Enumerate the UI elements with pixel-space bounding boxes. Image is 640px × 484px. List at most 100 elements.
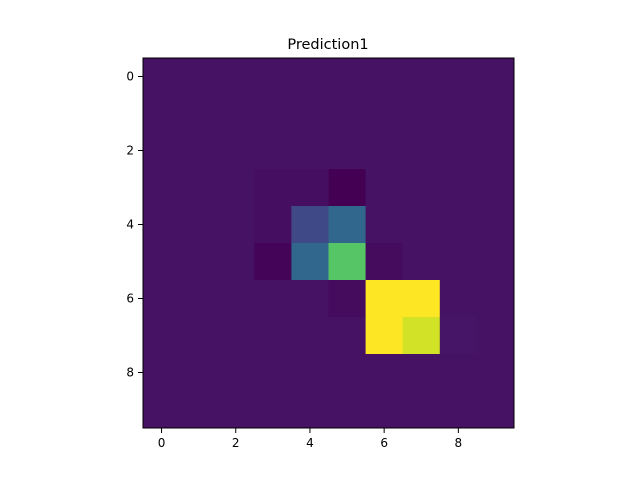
heatmap-cell (143, 280, 181, 318)
heatmap-cell (254, 243, 292, 281)
heatmap-cell (143, 354, 181, 392)
heatmap-cell (476, 354, 515, 392)
heatmap-cell (217, 243, 255, 281)
heatmap-cell (143, 243, 181, 281)
heatmap-cell (180, 280, 218, 318)
heatmap-cell (476, 391, 515, 429)
heatmap-cell (402, 354, 441, 392)
heatmap-cell (365, 206, 404, 244)
heatmap-cell (217, 206, 255, 244)
heatmap-cell (402, 206, 441, 244)
heatmap-cell (365, 132, 404, 170)
heatmap-cell (365, 280, 404, 318)
heatmap-cell (439, 317, 478, 355)
heatmap-cell (254, 280, 292, 318)
heatmap-cells (143, 58, 515, 429)
heatmap-cell (291, 317, 329, 355)
heatmap-cell (365, 58, 404, 96)
heatmap-cell (291, 354, 329, 392)
heatmap-cell (365, 317, 404, 355)
heatmap-cell (328, 280, 366, 318)
heatmap-cell (476, 206, 515, 244)
heatmap-cell (402, 95, 441, 133)
heatmap-cell (143, 95, 181, 133)
heatmap-cell (254, 391, 292, 429)
heatmap-cell (365, 243, 404, 281)
heatmap-cell (291, 95, 329, 133)
heatmap-cell (476, 317, 515, 355)
heatmap-cell (439, 95, 478, 133)
heatmap-cell (402, 169, 441, 207)
heatmap-cell (439, 58, 478, 96)
heatmap-cell (143, 132, 181, 170)
heatmap-cell (291, 206, 329, 244)
heatmap-cell (439, 391, 478, 429)
heatmap-cell (476, 280, 515, 318)
y-tick-label: 2 (126, 144, 134, 158)
heatmap-cell (328, 317, 366, 355)
heatmap-cell (254, 58, 292, 96)
heatmap-cell (476, 58, 515, 96)
heatmap-cell (328, 58, 366, 96)
y-tick-label: 0 (126, 70, 134, 84)
heatmap-cell (291, 280, 329, 318)
heatmap-cell (180, 391, 218, 429)
heatmap-cell (180, 317, 218, 355)
heatmap-cell (476, 95, 515, 133)
heatmap-cell (402, 58, 441, 96)
heatmap-cell (291, 132, 329, 170)
heatmap-cell (328, 391, 366, 429)
heatmap-cell (180, 169, 218, 207)
heatmap-cell (143, 317, 181, 355)
heatmap-cell (365, 391, 404, 429)
heatmap-cell (439, 280, 478, 318)
heatmap-cell (328, 169, 366, 207)
heatmap-cell (217, 95, 255, 133)
heatmap-cell (291, 243, 329, 281)
heatmap-cell (254, 169, 292, 207)
heatmap-cell (180, 206, 218, 244)
heatmap-cell (254, 317, 292, 355)
heatmap-cell (180, 58, 218, 96)
heatmap-cell (180, 132, 218, 170)
heatmap-cell (217, 169, 255, 207)
heatmap-cell (328, 132, 366, 170)
heatmap-cell (328, 243, 366, 281)
x-tick-label: 8 (455, 436, 463, 450)
x-axis: 0 2 4 6 8 (158, 428, 462, 450)
y-axis: 0 2 4 6 8 (126, 70, 143, 380)
heatmap-cell (143, 206, 181, 244)
heatmap-cell (217, 132, 255, 170)
heatmap-cell (291, 169, 329, 207)
heatmap-cell (402, 317, 441, 355)
heatmap-cell (217, 317, 255, 355)
heatmap-cell (180, 95, 218, 133)
heatmap-cell (476, 169, 515, 207)
x-tick-label: 0 (158, 436, 166, 450)
heatmap-cell (402, 132, 441, 170)
heatmap-cell (217, 280, 255, 318)
heatmap-cell (143, 391, 181, 429)
heatmap-cell (328, 354, 366, 392)
heatmap-cell (217, 354, 255, 392)
heatmap-cell (291, 391, 329, 429)
heatmap-cell (476, 132, 515, 170)
heatmap-cell (254, 206, 292, 244)
heatmap-cell (328, 95, 366, 133)
chart-title: Prediction1 (287, 37, 368, 53)
heatmap-cell (254, 132, 292, 170)
heatmap-cell (180, 243, 218, 281)
heatmap-cell (365, 169, 404, 207)
heatmap-cell (143, 58, 181, 96)
heatmap-cell (254, 354, 292, 392)
heatmap-cell (402, 280, 441, 318)
x-tick-label: 6 (380, 436, 388, 450)
heatmap-cell (365, 95, 404, 133)
heatmap-cell (402, 391, 441, 429)
heatmap-cell (476, 243, 515, 281)
heatmap-cell (217, 391, 255, 429)
heatmap-cell (328, 206, 366, 244)
heatmap-cell (291, 58, 329, 96)
